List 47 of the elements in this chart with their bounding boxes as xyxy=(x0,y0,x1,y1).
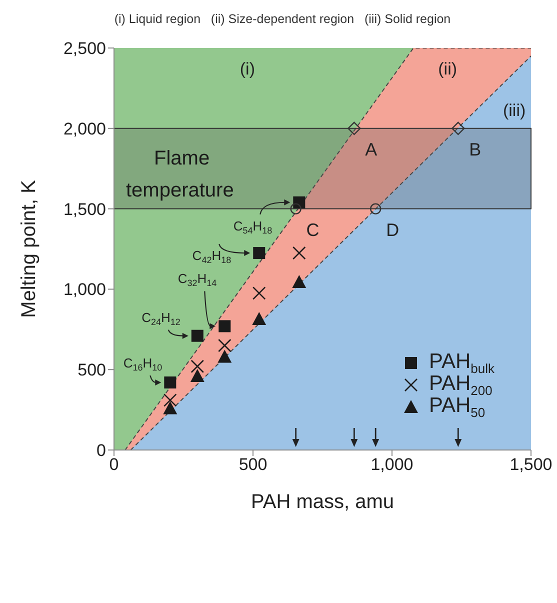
annotation: C xyxy=(306,220,320,240)
x-tick-label: 1,000 xyxy=(370,455,414,474)
series-label: (i) xyxy=(240,59,255,78)
annotation: C$_{42}$H$_{18}$ xyxy=(192,248,232,266)
point xyxy=(191,330,204,342)
point xyxy=(164,376,176,388)
y-tick-label: 2,000 xyxy=(63,119,106,138)
series-label: (ii) xyxy=(438,59,458,78)
point xyxy=(452,122,465,135)
point xyxy=(190,360,204,374)
annotation: C$_{32}$H$_{14}$ xyxy=(178,271,217,288)
point xyxy=(370,203,382,214)
annotation: C$_{16}$H$_{10}$ xyxy=(123,355,162,373)
y-tick-label: 1,500 xyxy=(63,200,106,219)
y-tick-label: 1,000 xyxy=(63,280,106,300)
point xyxy=(190,369,204,382)
annotation: C$_{54}$H$_{18}$ xyxy=(233,218,272,236)
point xyxy=(292,274,306,288)
annotation: B xyxy=(469,139,482,160)
chart-title: (i) Liquid region (ii) Size-dependent region (iii) Solid region xyxy=(113,11,452,28)
legend-label: PAH$_{bulk}$ xyxy=(429,350,494,376)
x-tick-label: 1,500 xyxy=(510,455,552,474)
point xyxy=(218,350,232,363)
y-tick-label: 500 xyxy=(78,360,106,380)
point xyxy=(163,401,178,414)
x-axis-title: PAH mass, amu xyxy=(251,491,394,513)
point xyxy=(290,203,302,214)
annotation: D xyxy=(386,220,400,240)
point xyxy=(348,122,361,135)
point xyxy=(293,196,306,208)
annotation: A xyxy=(365,139,378,160)
y-tick-label: 2,500 xyxy=(63,39,106,58)
point xyxy=(164,394,177,407)
band-label: Flame temperature xyxy=(126,147,234,202)
point xyxy=(218,338,232,352)
point xyxy=(252,312,266,325)
point xyxy=(252,286,266,300)
point xyxy=(253,247,266,260)
legend-label: PAH$_{50}$ xyxy=(429,394,486,420)
point xyxy=(292,246,306,260)
x-tick-label: 500 xyxy=(238,455,268,474)
point xyxy=(218,320,231,332)
y-axis-title: Melting point, K xyxy=(18,179,40,318)
annotation: C$_{24}$H$_{12}$ xyxy=(142,310,180,327)
series-label: (iii) xyxy=(502,101,526,120)
y-tick-label: 0 xyxy=(96,441,106,460)
x-tick-label: 0 xyxy=(109,455,119,474)
